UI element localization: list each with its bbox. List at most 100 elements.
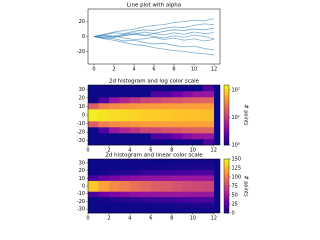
colorbar-segment <box>224 133 229 135</box>
hist-cell <box>192 164 204 171</box>
hist-cell <box>150 85 162 92</box>
hist-cell <box>161 109 173 116</box>
hist-cell <box>192 202 204 208</box>
hist-cell <box>108 133 120 140</box>
hist-cell <box>140 159 152 165</box>
colorbar-segment <box>224 122 229 125</box>
hist-cell <box>119 91 131 98</box>
hist-cell <box>98 103 110 110</box>
y-tick-label: -10 <box>77 191 85 197</box>
x-tick-label: 12 <box>211 216 217 222</box>
colorbar-segment <box>224 143 229 146</box>
hist-cell <box>161 169 173 176</box>
hist-cell <box>88 175 99 181</box>
hist-cell <box>150 103 162 110</box>
hist-cell <box>98 85 110 92</box>
hist-cell <box>88 97 99 104</box>
colorbar-tick-label: 75 <box>232 184 238 190</box>
colorbar-segment <box>224 203 229 206</box>
data-line <box>93 23 215 37</box>
colorbar-segment <box>224 139 229 141</box>
hist-cell <box>161 175 173 181</box>
hist-cell <box>88 186 99 192</box>
hist-cell <box>182 180 194 187</box>
hist-cell <box>108 186 120 192</box>
hist-cell <box>98 186 110 192</box>
colorbar-segment <box>224 186 229 188</box>
hist-cell <box>129 196 141 203</box>
x-tick-label: 6 <box>149 148 152 154</box>
colorbar-segment <box>224 115 229 117</box>
hist-cell <box>119 159 131 165</box>
colorbar-segment <box>224 119 229 122</box>
hist-cell <box>192 97 204 104</box>
hist-cell <box>171 164 183 171</box>
hist-cell <box>88 127 99 134</box>
hist-cell <box>192 159 204 165</box>
hist-cell <box>171 186 183 192</box>
colorbar-segment <box>224 165 229 168</box>
hist-cell <box>119 169 131 176</box>
hist-cell <box>108 196 120 203</box>
x-tick-label: 0 <box>86 216 89 222</box>
hist-cell <box>171 127 183 134</box>
hist-cell <box>150 115 162 122</box>
hist-cell <box>182 91 194 98</box>
x-tick-label: 4 <box>128 148 131 154</box>
hist-cell <box>98 121 110 128</box>
hist-cell <box>161 91 173 98</box>
hist-cell <box>182 139 194 146</box>
colorbar-segment <box>224 104 229 107</box>
colorbar-tick-label: 125 <box>232 166 242 172</box>
colorbar-segment <box>224 190 229 192</box>
hist-cell <box>192 139 204 146</box>
colorbar-segment <box>224 171 229 173</box>
colorbar-segment <box>224 137 229 140</box>
hist-cell <box>98 164 110 171</box>
x-tick-label: 4 <box>128 216 131 222</box>
hist-cell <box>171 91 183 98</box>
hist-cell <box>150 127 162 134</box>
hist-cell <box>129 202 141 208</box>
colorbar-segment <box>224 198 229 200</box>
x-tick-label: 8 <box>170 148 173 154</box>
hist-cell <box>203 186 215 192</box>
colorbar-segment <box>224 183 229 185</box>
x-tick-label: 6 <box>149 216 152 222</box>
hist-cell <box>140 202 152 208</box>
hist-cell <box>108 191 120 198</box>
hist-cell <box>150 196 162 203</box>
hist-cell <box>129 97 141 104</box>
colorbar-segment <box>224 92 229 95</box>
colorbar-segment <box>224 184 229 187</box>
hist-cell <box>88 180 99 187</box>
colorbar-segment <box>224 200 229 203</box>
hist-cell <box>203 85 215 92</box>
hist-cell <box>129 127 141 134</box>
colorbar-segment <box>224 88 229 90</box>
colorbar-segment <box>224 192 229 195</box>
hist-cell <box>192 115 204 122</box>
x-tick-label: 6 <box>152 67 155 73</box>
hist-cell <box>203 159 215 165</box>
hist-cell <box>88 103 99 110</box>
colorbar-segment <box>224 89 229 92</box>
hist-cell <box>88 207 99 214</box>
hist-cell <box>108 91 120 98</box>
hist-cell <box>129 186 141 192</box>
colorbar-segment <box>224 130 229 132</box>
colorbar-label: # points <box>243 104 249 126</box>
colorbar-tick-label: 100 <box>232 175 242 181</box>
colorbar-segment <box>224 131 229 134</box>
y-tick-label: 20 <box>79 95 85 101</box>
colorbar-segment <box>224 173 229 176</box>
hist-cell <box>88 164 99 171</box>
colorbar-segment <box>224 176 229 179</box>
colorbar-segment <box>224 169 229 172</box>
hist-cell <box>88 159 99 165</box>
hist-cell <box>161 191 173 198</box>
hist-cell <box>161 115 173 122</box>
hist-cell <box>140 133 152 140</box>
hist-cell <box>203 91 215 98</box>
hist-cell <box>171 115 183 122</box>
